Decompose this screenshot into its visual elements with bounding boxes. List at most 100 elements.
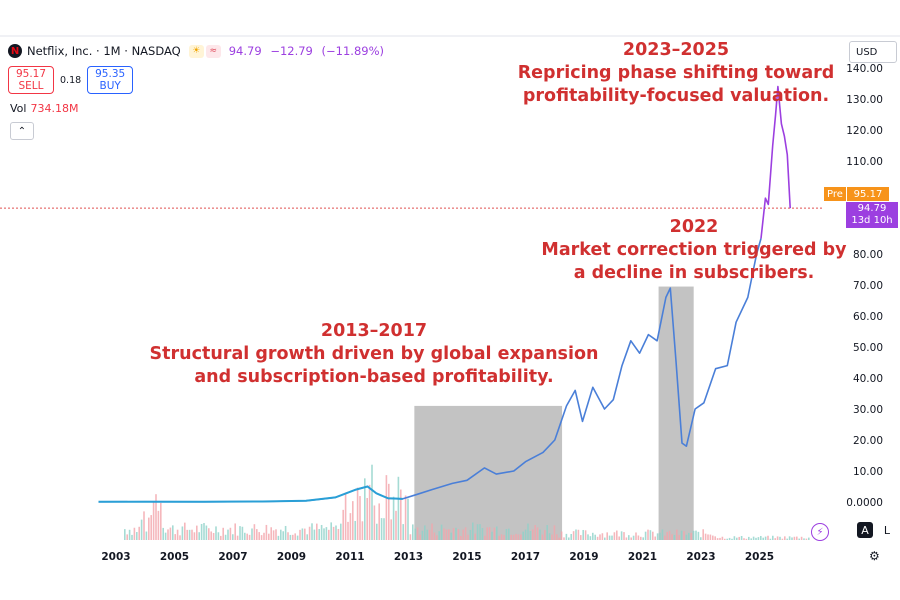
volume-bar xyxy=(282,531,284,540)
volume-bar xyxy=(613,532,616,540)
volume-bar xyxy=(184,522,186,540)
volume-bar xyxy=(172,525,174,540)
last-price: 94.79 xyxy=(857,203,887,214)
volume-bar xyxy=(234,523,236,540)
x-tick-label: 2007 xyxy=(218,551,247,563)
volume-bar xyxy=(241,526,244,540)
volume-bar xyxy=(678,534,680,540)
volume-bar xyxy=(731,538,733,540)
volume-bar xyxy=(212,532,215,540)
volume-bar xyxy=(808,537,810,540)
volume-bar xyxy=(268,533,270,540)
volume-bar xyxy=(385,475,388,540)
chevron-up-icon: ⌃ xyxy=(17,125,27,137)
volume-bar xyxy=(277,535,280,540)
lightning-icon[interactable]: ⚡ xyxy=(811,523,829,541)
volume-bar xyxy=(414,528,416,540)
volume-bar xyxy=(457,529,460,540)
volume-bar xyxy=(750,538,752,540)
volume-bar xyxy=(325,527,328,540)
volume-bar xyxy=(572,531,575,540)
pre-market-price: 95.17 xyxy=(847,187,889,201)
ticker-title[interactable]: Netflix, Inc. · 1M · NASDAQ xyxy=(27,44,181,58)
volume-bar xyxy=(344,492,347,540)
volume-bar xyxy=(553,525,556,540)
volume-bar xyxy=(222,527,224,540)
collapse-legend-button[interactable]: ⌃ xyxy=(10,122,34,140)
volume-bar xyxy=(774,538,776,540)
volume-bar xyxy=(616,530,618,540)
volume-bar xyxy=(647,529,649,540)
x-tick-label: 2015 xyxy=(452,551,481,563)
buy-button[interactable]: 95.35 BUY xyxy=(87,66,134,94)
shaded-period xyxy=(414,405,563,540)
currency-selector[interactable]: USD xyxy=(849,41,897,63)
volume-bar xyxy=(124,529,126,540)
volume-bar xyxy=(695,530,697,540)
volume-bar xyxy=(128,529,131,540)
volume-bar xyxy=(409,534,412,540)
gear-icon[interactable]: ⚙ xyxy=(869,549,880,563)
y-tick-label: 10.00 xyxy=(853,466,883,478)
sell-price: 95.17 xyxy=(15,68,47,80)
volume-bar xyxy=(683,531,685,540)
volume-bar xyxy=(652,531,654,540)
volume-bar xyxy=(193,532,196,540)
wave-icon[interactable]: ≈ xyxy=(205,44,221,58)
volume-bar xyxy=(680,530,683,540)
volume-bar xyxy=(361,521,364,540)
volume-bar xyxy=(368,484,371,540)
volume-bar xyxy=(260,535,263,540)
volume-bar xyxy=(179,535,181,540)
volume-bar xyxy=(323,528,325,540)
volume-bar xyxy=(352,501,354,540)
sell-button[interactable]: 95.17 SELL xyxy=(8,66,54,94)
volume-bar xyxy=(313,529,316,540)
volume-bar xyxy=(436,535,438,540)
x-tick-label: 2017 xyxy=(511,551,540,563)
volume-bar xyxy=(169,527,172,540)
volume-bar xyxy=(445,529,448,540)
volume-bar xyxy=(164,532,167,540)
volume-bar xyxy=(714,536,716,540)
volume-bar xyxy=(644,531,647,540)
volume-bar xyxy=(786,538,788,540)
volume-bar xyxy=(551,534,553,540)
volume-bar xyxy=(330,522,332,540)
volume-bar xyxy=(320,524,323,540)
x-tick-label: 2011 xyxy=(335,551,364,563)
market-open-icon[interactable]: ☀ xyxy=(188,44,204,58)
volume-bar xyxy=(659,532,661,540)
volume-bar xyxy=(563,537,565,540)
pre-market-label: Pre xyxy=(824,187,846,201)
volume-bar xyxy=(611,535,613,540)
volume-bar xyxy=(448,529,450,540)
y-tick-label: 80.00 xyxy=(853,249,883,261)
volume-bar xyxy=(258,532,260,540)
volume-bar xyxy=(126,534,128,540)
volume-bar xyxy=(328,529,330,540)
volume-bar xyxy=(217,532,220,540)
x-tick-label: 2003 xyxy=(101,551,130,563)
volume-bar xyxy=(503,535,505,540)
volume-bar xyxy=(292,534,294,540)
y-tick-label: 70.00 xyxy=(853,280,883,292)
volume-bar xyxy=(272,530,275,540)
volume-bar xyxy=(527,523,529,540)
volume-bar xyxy=(265,524,268,540)
volume-bar xyxy=(760,535,762,540)
volume-bar xyxy=(380,518,383,540)
volume-bar xyxy=(407,498,409,540)
volume-bar xyxy=(256,529,258,540)
volume-bar xyxy=(575,529,577,540)
volume-bar xyxy=(724,538,726,540)
volume-bar xyxy=(152,501,155,540)
volume-bar xyxy=(157,510,160,540)
volume-bar xyxy=(464,527,467,540)
log-scale-button[interactable]: L xyxy=(883,523,891,537)
auto-scale-button[interactable]: A xyxy=(857,522,873,538)
annotation-title: 2022 xyxy=(669,217,719,237)
volume-bar xyxy=(565,533,568,540)
volume-bar xyxy=(517,534,520,540)
volume-bar xyxy=(642,537,644,540)
